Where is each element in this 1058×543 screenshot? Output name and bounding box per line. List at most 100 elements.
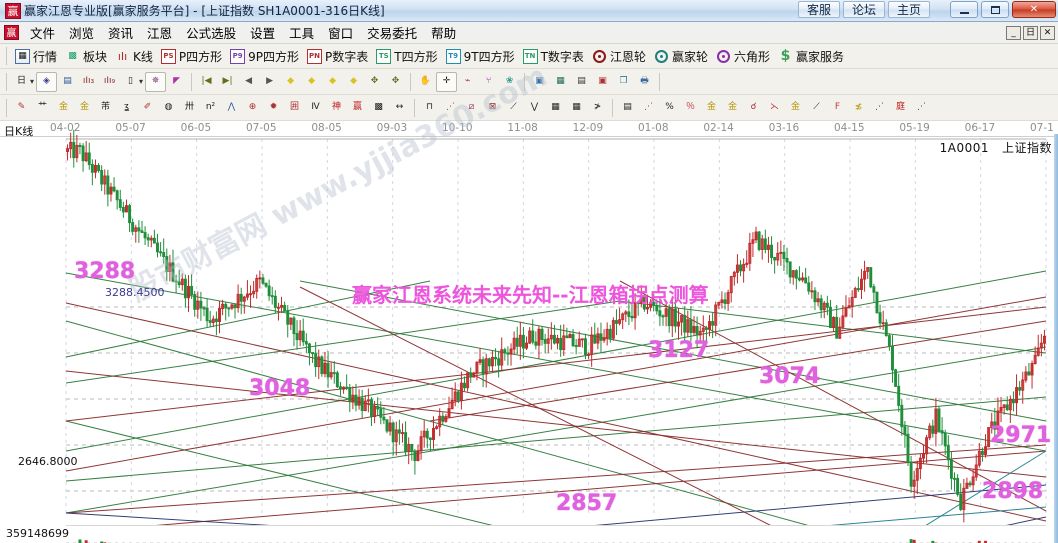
single-bar-button[interactable]: ▯ xyxy=(120,72,141,92)
shift-left-button[interactable]: ◆ xyxy=(280,72,301,92)
period-day-dropdown-arrow[interactable]: ▾ xyxy=(30,77,35,86)
volume-panel[interactable]: 2646.8000 359148699 239432466 119716233 xyxy=(0,455,1058,543)
gold-level-button[interactable]: 金 xyxy=(785,98,806,118)
right-scroll-gutter[interactable] xyxy=(1054,134,1058,543)
menu-item-help[interactable]: 帮助 xyxy=(431,26,457,41)
spectrum-fan-button[interactable]: ◤ xyxy=(166,72,187,92)
angle-fan-button[interactable]: ⋀ xyxy=(221,98,242,118)
pan-hand-button[interactable]: ✋ xyxy=(415,72,436,92)
grid-dense-button[interactable]: ▦ xyxy=(545,98,566,118)
fan-lines-red-button[interactable]: ⋰ xyxy=(440,98,461,118)
time-grid-button[interactable]: 卅 xyxy=(179,98,200,118)
jump-last-button[interactable]: ▶| xyxy=(217,72,238,92)
menu-item-trade-order[interactable]: 交易委托 xyxy=(367,26,418,41)
toolbar-9p-square[interactable]: P9 9P四方形 xyxy=(226,47,303,66)
toolbar-winner-service[interactable]: $ 赢家服务 xyxy=(774,47,848,66)
gann-grid-button[interactable]: 艹 xyxy=(32,98,53,118)
report-view-button[interactable]: ▤ xyxy=(57,72,78,92)
toolbar-p-number-table[interactable]: PN P数字表 xyxy=(303,47,372,66)
star-burst-button[interactable]: ✹ xyxy=(263,98,284,118)
toolbar-market-quotes[interactable]: ▦ 行情 xyxy=(11,47,61,66)
toolbar-9t-square[interactable]: T9 9T四方形 xyxy=(442,47,519,66)
k9-chart-button[interactable]: ıIı₉ xyxy=(99,72,120,92)
ink-drop-button[interactable]: ☌ xyxy=(743,98,764,118)
target-cross-button[interactable]: ⊕ xyxy=(242,98,263,118)
pitchfork-button[interactable]: ⑂ xyxy=(478,72,499,92)
zigzag-button[interactable]: ⋁ xyxy=(524,98,545,118)
menu-item-news[interactable]: 资讯 xyxy=(108,26,134,41)
single-bar-dropdown-arrow[interactable]: ▾ xyxy=(139,77,144,86)
ladder-up-button[interactable]: ⋰ xyxy=(869,98,890,118)
marker-pen-button[interactable]: ✐ xyxy=(137,98,158,118)
crosshair-button[interactable]: ✛ xyxy=(436,71,458,92)
forum-button[interactable]: 论坛 xyxy=(842,1,885,18)
overlay-compare-button[interactable]: ◈ xyxy=(36,71,58,92)
menu-item-tools[interactable]: 工具 xyxy=(289,26,315,41)
bracket-top-button[interactable]: ⊓ xyxy=(419,98,440,118)
zoom-horizontal-button[interactable]: ◆ xyxy=(322,72,343,92)
toolbar-p-square[interactable]: PS P四方形 xyxy=(157,47,226,66)
jump-first-button[interactable]: |◀ xyxy=(196,72,217,92)
menu-item-formula-stock-pick[interactable]: 公式选股 xyxy=(186,26,237,41)
step-right-button[interactable]: ▶ xyxy=(259,72,280,92)
tangle-lines-button[interactable]: ✵ xyxy=(145,71,167,92)
note-list-button[interactable]: ▤ xyxy=(571,72,592,92)
menu-item-settings[interactable]: 设置 xyxy=(250,26,276,41)
ting-tool-button[interactable]: 庭 xyxy=(890,98,911,118)
box-arrow-button[interactable]: ⊠ xyxy=(482,98,503,118)
maximize-button[interactable] xyxy=(981,1,1009,18)
slash-level-button[interactable]: ⟋ xyxy=(806,98,827,118)
gold-circle-button[interactable]: 金 xyxy=(701,98,722,118)
wave-mark-button[interactable]: Ⅳ xyxy=(305,98,326,118)
ying-tool-button[interactable]: 赢 xyxy=(347,98,368,118)
red-fan2-button[interactable]: ⋋ xyxy=(764,98,785,118)
mdi-close-button[interactable]: ✕ xyxy=(1040,25,1055,40)
expand-horizontal-button[interactable]: ◆ xyxy=(343,72,364,92)
toolbar-hexagon[interactable]: 六角形 xyxy=(712,47,774,66)
multi-line-button[interactable]: ⋰ xyxy=(911,98,932,118)
boxed-cycle-button[interactable]: 囲 xyxy=(284,98,305,118)
percent-button[interactable]: % xyxy=(659,98,680,118)
circle-cycle-button[interactable]: ◍ xyxy=(158,98,179,118)
percent-list-button[interactable]: ％ xyxy=(680,98,701,118)
period-day-button[interactable]: 日 xyxy=(11,72,32,92)
homepage-button[interactable]: 主页 xyxy=(887,1,930,18)
gold-bar-button[interactable]: 金 xyxy=(722,98,743,118)
copy-layers-button[interactable]: ❐ xyxy=(613,72,634,92)
square-n2-button[interactable]: n² xyxy=(200,98,221,118)
number-ladder-button[interactable]: ▩ xyxy=(368,98,389,118)
gold-ratio-2-button[interactable]: 金 xyxy=(74,98,95,118)
zoom-all-button[interactable]: ✥ xyxy=(385,72,406,92)
mdi-minimize-button[interactable]: _ xyxy=(1006,25,1021,40)
percent-fan-button[interactable]: ⋰ xyxy=(638,98,659,118)
gold-ratio-1-button[interactable]: 金 xyxy=(53,98,74,118)
zoom-vertical-button[interactable]: ✥ xyxy=(364,72,385,92)
slope-up-button[interactable]: ⟋ xyxy=(503,98,524,118)
box-fan-button[interactable]: ⧄ xyxy=(461,98,482,118)
measure-span-button[interactable]: ↔ xyxy=(389,98,410,118)
calendar-button[interactable]: ▣ xyxy=(529,72,550,92)
trend-pen-button[interactable]: ✎ xyxy=(11,98,32,118)
volume-canvas[interactable] xyxy=(0,525,1058,543)
k3-chart-button[interactable]: ıIı₃ xyxy=(78,72,99,92)
minimize-button[interactable] xyxy=(950,1,978,18)
f-level-button[interactable]: F xyxy=(827,98,848,118)
menu-item-window[interactable]: 窗口 xyxy=(328,26,354,41)
draw-pen-button[interactable]: ⌁ xyxy=(457,72,478,92)
toolbar-t-number-table[interactable]: TN T数字表 xyxy=(519,47,588,66)
grid-dense2-button[interactable]: ▦ xyxy=(566,98,587,118)
toolbar-k-line[interactable]: ıIı K线 xyxy=(111,47,157,66)
toolbar-winner-wheel[interactable]: 赢家轮 xyxy=(650,47,712,66)
save-disk-button[interactable]: ▣ xyxy=(592,72,613,92)
price-chart-panel[interactable]: 04-02 05-07 06-05 07-05 08-05 09-03 10-10 11-08… xyxy=(0,59,1058,543)
close-button[interactable]: ✕ xyxy=(1012,1,1056,18)
brain-analysis-button[interactable]: ❀ xyxy=(499,72,520,92)
customer-service-button[interactable]: 客服 xyxy=(797,1,840,18)
fib-scale-button[interactable]: 芾 xyxy=(95,98,116,118)
calculator-button[interactable]: ▦ xyxy=(550,72,571,92)
toolbar-sector-block[interactable]: ▩ 板块 xyxy=(61,47,111,66)
toolbar-t-square[interactable]: TS T四方形 xyxy=(372,47,441,66)
print-button[interactable]: 🖶 xyxy=(634,72,655,92)
menu-item-file[interactable]: 文件 xyxy=(30,26,56,41)
menu-item-gann[interactable]: 江恩 xyxy=(147,26,173,41)
